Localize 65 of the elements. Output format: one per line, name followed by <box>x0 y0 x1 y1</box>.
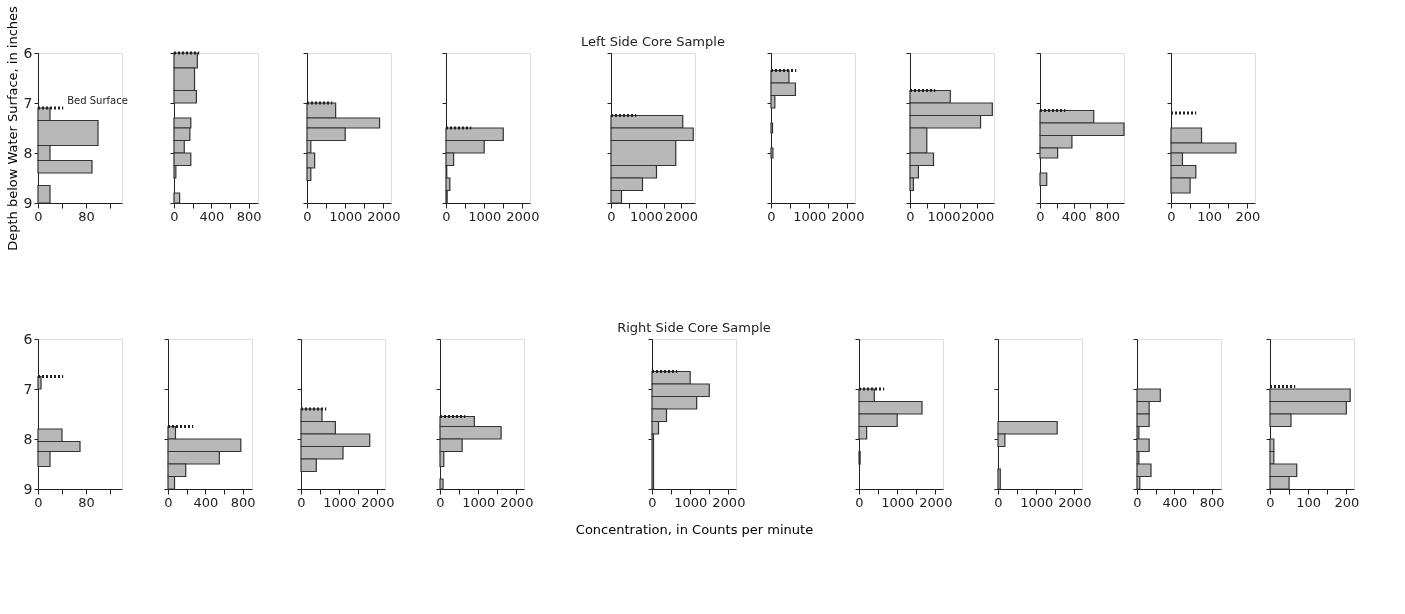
x-tick-label: 0 <box>303 208 312 224</box>
x-tick-label: 1000 <box>881 494 915 510</box>
x-tick-label: 1000 <box>793 208 827 224</box>
x-tick-label: 800 <box>236 208 262 224</box>
x-tick-label: 0 <box>767 208 776 224</box>
x-tick-label: 2000 <box>831 208 865 224</box>
y-tick-label: 9 <box>23 480 33 497</box>
y-tick-label: 6 <box>23 44 33 61</box>
y-tick-label: 6 <box>23 330 33 347</box>
x-tick-label: 0 <box>34 208 43 224</box>
x-tick-label: 1000 <box>927 208 961 224</box>
x-tick-label: 1000 <box>629 208 664 224</box>
x-tick-label: 2000 <box>961 208 995 224</box>
x-tick-label: 2000 <box>712 494 746 510</box>
x-tick-label: 1000 <box>1020 494 1054 510</box>
x-tick-label: 1000 <box>468 208 502 224</box>
y-tick-label: 7 <box>23 380 33 397</box>
y-tick-label: 7 <box>23 94 33 111</box>
x-tick-label: 2000 <box>361 494 395 510</box>
x-tick-label: 0 <box>34 494 43 510</box>
x-tick-label: 2000 <box>664 208 699 224</box>
x-tick-label: 2000 <box>367 208 401 224</box>
x-tick-label: 80 <box>78 208 95 224</box>
x-tick-label: 400 <box>1162 494 1188 510</box>
x-tick-label: 0 <box>994 494 1003 510</box>
x-tick-label: 100 <box>1296 494 1322 510</box>
y-tick-label: 8 <box>23 430 33 447</box>
x-tick-label: 0 <box>297 494 306 510</box>
x-tick-label: 1000 <box>462 494 496 510</box>
x-tick-label: 0 <box>1036 208 1045 224</box>
y-axis-title: Depth below Water Surface, in inches <box>4 5 20 251</box>
x-tick-label: 2000 <box>919 494 953 510</box>
x-tick-label: 400 <box>1061 208 1087 224</box>
x-tick-label: 2000 <box>1058 494 1092 510</box>
y-tick-label: 9 <box>23 194 33 211</box>
x-tick-label: 400 <box>199 208 225 224</box>
x-tick-label: 0 <box>855 494 864 510</box>
x-tick-label: 200 <box>1334 494 1360 510</box>
x-tick-label: 0 <box>170 208 179 224</box>
x-tick-label: 0 <box>1133 494 1142 510</box>
chart-title: Right Side Core Sample <box>617 319 771 335</box>
x-tick-label: 0 <box>607 208 616 224</box>
x-tick-label: 2000 <box>500 494 534 510</box>
x-tick-label: 0 <box>436 494 445 510</box>
x-tick-label: 0 <box>442 208 451 224</box>
x-tick-label: 0 <box>1167 208 1176 224</box>
x-tick-label: 1000 <box>329 208 363 224</box>
x-tick-label: 400 <box>193 494 219 510</box>
x-tick-label: 80 <box>78 494 95 510</box>
x-tick-label: 0 <box>1266 494 1275 510</box>
ref-line-label: Bed Surface <box>67 95 128 106</box>
x-tick-label: 200 <box>1235 208 1261 224</box>
chart-title: Left Side Core Sample <box>581 33 725 49</box>
x-tick-label: 2000 <box>506 208 540 224</box>
x-tick-label: 0 <box>164 494 173 510</box>
x-tick-label: 1000 <box>674 494 708 510</box>
y-tick-label: 8 <box>23 144 33 161</box>
x-tick-label: 0 <box>906 208 915 224</box>
x-tick-label: 800 <box>230 494 256 510</box>
x-axis-title: Concentration, in Counts per minute <box>575 521 814 537</box>
x-tick-label: 800 <box>1095 208 1121 224</box>
x-tick-label: 800 <box>1199 494 1225 510</box>
x-tick-label: 1000 <box>323 494 357 510</box>
x-tick-label: 0 <box>648 494 657 510</box>
x-tick-label: 100 <box>1197 208 1223 224</box>
